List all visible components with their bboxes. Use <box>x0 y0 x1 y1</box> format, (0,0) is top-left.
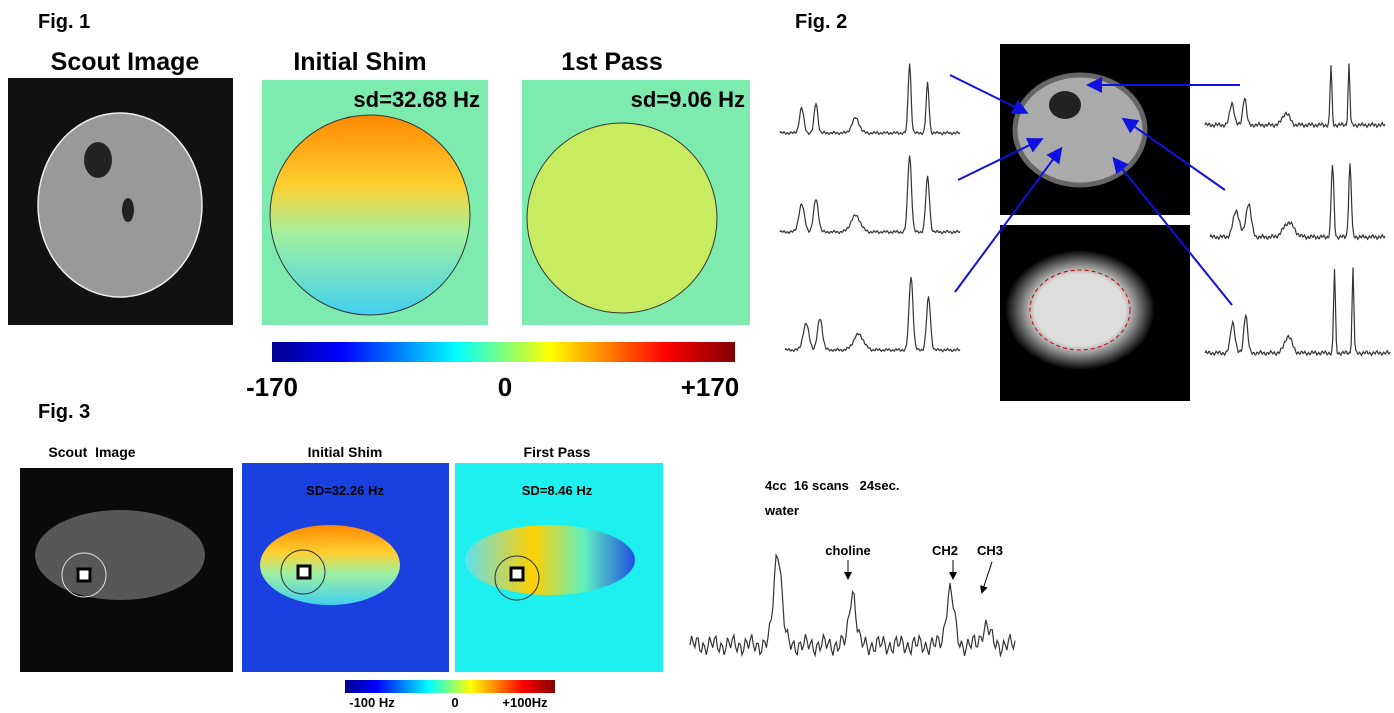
peak-label: water <box>764 503 799 518</box>
anatomy <box>122 198 134 222</box>
peak-label: CH3 <box>977 543 1003 558</box>
voxel <box>298 566 310 578</box>
colorbar-label: -100 Hz <box>349 695 395 710</box>
panel-title: Initial Shim <box>308 444 383 460</box>
arrow <box>982 562 992 592</box>
voxel <box>511 568 523 580</box>
anatomy <box>1005 250 1155 370</box>
fig-label: Fig. 1 <box>38 11 90 33</box>
field-map-roi <box>270 115 470 315</box>
spectrum-trace <box>780 64 960 135</box>
colorbar-label: +100Hz <box>502 695 548 710</box>
spectrum-trace <box>785 277 960 352</box>
spectrum-header: 4cc 16 scans 24sec. <box>765 478 899 493</box>
sd-label: sd=32.68 Hz <box>353 87 480 112</box>
peak-label: CH2 <box>932 543 958 558</box>
colorbar-label: +170 <box>681 372 740 402</box>
anatomy <box>1049 91 1081 119</box>
panel-title: First Pass <box>524 444 591 460</box>
field-map-roi <box>260 525 400 605</box>
colorbar-label: 0 <box>451 695 458 710</box>
fig-label: Fig. 3 <box>38 401 90 423</box>
spectrum-trace <box>1205 268 1390 356</box>
spectrum-trace <box>690 555 1015 656</box>
spectrum-trace <box>1205 64 1385 128</box>
voxel <box>78 569 90 581</box>
field-map-roi <box>465 525 635 595</box>
anatomy <box>1015 75 1145 185</box>
colorbar-label: -170 <box>246 372 298 402</box>
colorbar <box>345 680 555 693</box>
sd-label: SD=32.26 Hz <box>306 483 384 498</box>
fig-label: Fig. 2 <box>795 11 847 33</box>
figure: Fig. 1 Scout Image Initial Shim 1st Pass… <box>0 0 1394 713</box>
spectrum-trace <box>1210 164 1385 240</box>
sd-label: SD=8.46 Hz <box>522 483 593 498</box>
sd-label: sd=9.06 Hz <box>631 87 745 112</box>
colorbar-label: 0 <box>498 372 512 402</box>
panel-title: 1st Pass <box>561 48 662 76</box>
colorbar <box>272 342 735 362</box>
panel-title: Initial Shim <box>293 48 426 76</box>
spectrum-trace <box>780 156 960 234</box>
peak-label: choline <box>825 543 871 558</box>
field-map-roi <box>527 123 717 313</box>
panel-title: Scout Image <box>48 444 135 460</box>
anatomy <box>38 113 202 297</box>
panel-title: Scout Image <box>51 48 200 76</box>
anatomy <box>35 510 205 600</box>
anatomy <box>84 142 112 178</box>
